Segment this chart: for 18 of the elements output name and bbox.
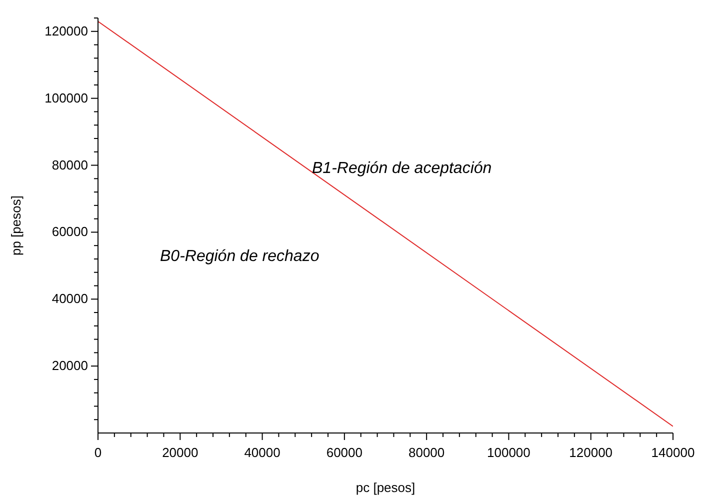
- x-tick-label: 140000: [651, 445, 695, 460]
- x-tick-label: 80000: [408, 445, 445, 460]
- annotation: B0-Región de rechazo: [160, 248, 320, 266]
- x-tick-label: 100000: [487, 445, 530, 460]
- y-tick-label: 20000: [52, 358, 88, 374]
- x-tick-label: 20000: [162, 445, 198, 460]
- x-tick-label: 120000: [569, 445, 613, 460]
- x-tick-label: 60000: [326, 445, 363, 460]
- y-tick-label: 120000: [44, 23, 88, 38]
- y-axis-title: pp [pesos]: [8, 196, 24, 256]
- x-tick-label: 40000: [244, 445, 280, 460]
- y-tick-label: 80000: [52, 157, 88, 172]
- y-tick-label: 100000: [44, 90, 88, 106]
- y-tick-label: 60000: [52, 224, 88, 240]
- annotation: B1-Región de aceptación: [312, 160, 492, 178]
- x-axis-title: pc [pesos]: [356, 480, 416, 496]
- x-tick-label: 0: [94, 445, 102, 460]
- y-tick-label: 40000: [52, 291, 88, 306]
